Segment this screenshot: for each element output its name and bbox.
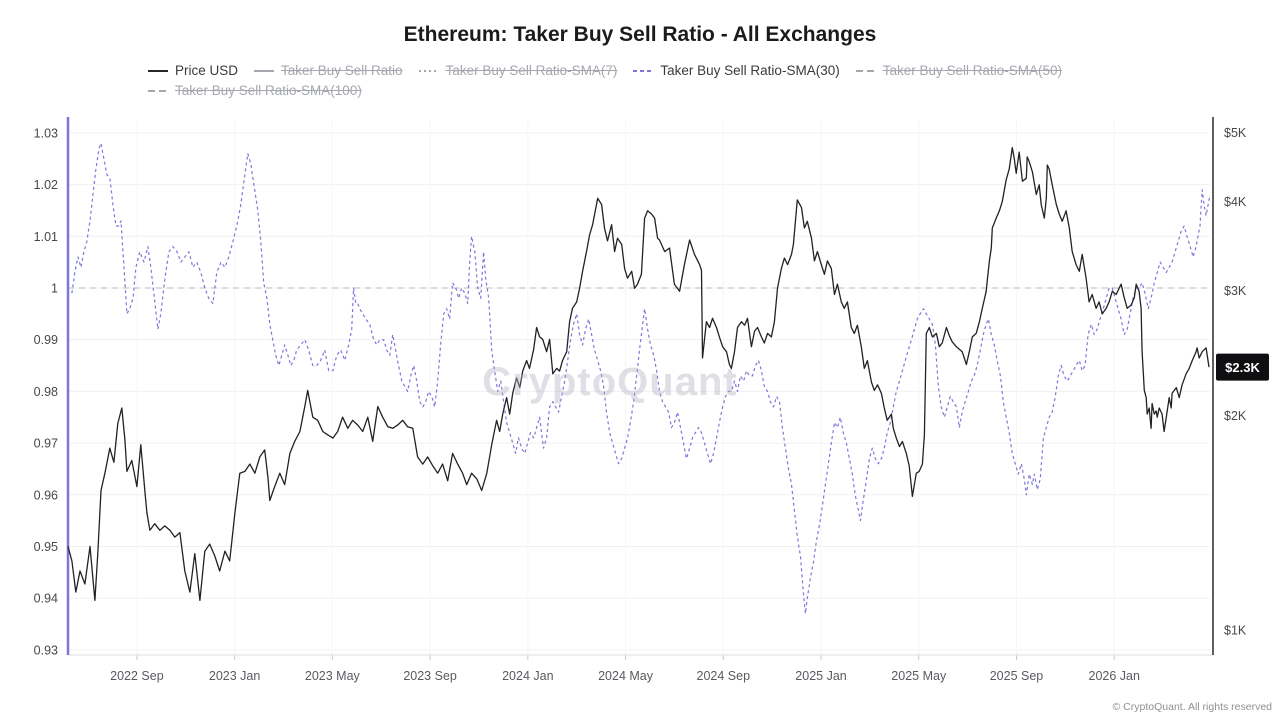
legend-marker-line-icon bbox=[148, 69, 168, 72]
legend-item[interactable]: Price USD bbox=[148, 63, 238, 78]
left-axis-tick-label: 0.96 bbox=[34, 488, 58, 502]
legend-item[interactable]: Taker Buy Sell Ratio-SMA(100) bbox=[148, 83, 362, 98]
legend-item-label: Taker Buy Sell Ratio-SMA(50) bbox=[882, 63, 1063, 78]
x-axis-tick-label: 2024 May bbox=[598, 669, 654, 683]
x-axis-tick-label: 2023 Sep bbox=[403, 669, 457, 683]
legend-item-label: Taker Buy Sell Ratio bbox=[281, 63, 403, 78]
right-axis-tick-label: $3K bbox=[1224, 284, 1247, 298]
right-axis-tick-label: $1K bbox=[1224, 623, 1247, 637]
legend-item[interactable]: Taker Buy Sell Ratio bbox=[254, 63, 403, 78]
left-axis-tick-label: 0.97 bbox=[34, 437, 58, 451]
copyright-notice: © CryptoQuant. All rights reserved bbox=[1112, 701, 1272, 713]
x-axis-tick-label: 2024 Jan bbox=[502, 669, 553, 683]
legend-marker-line-icon bbox=[633, 69, 654, 72]
legend-marker-line-icon bbox=[148, 89, 168, 92]
legend-marker-line-icon bbox=[254, 69, 275, 72]
legend-row: Taker Buy Sell Ratio-SMA(100) bbox=[148, 83, 1062, 98]
legend-marker-line-icon bbox=[418, 69, 439, 72]
legend-marker-line-icon bbox=[855, 69, 876, 72]
legend-row: Price USD Taker Buy Sell Ratio Taker Buy S… bbox=[148, 63, 1062, 78]
x-axis-tick-label: 2025 Sep bbox=[990, 669, 1044, 683]
current-price-badge-label: $2.3K bbox=[1225, 360, 1260, 375]
left-axis-tick-label: 1 bbox=[51, 281, 58, 295]
price-usd-line bbox=[67, 146, 1210, 602]
left-axis-tick-label: 0.94 bbox=[34, 592, 58, 606]
x-axis-tick-label: 2022 Sep bbox=[110, 669, 164, 683]
legend-item-label: Taker Buy Sell Ratio-SMA(100) bbox=[175, 83, 362, 98]
left-axis-tick-label: 0.98 bbox=[34, 385, 58, 399]
x-axis-tick-label: 2025 May bbox=[891, 669, 947, 683]
left-axis-tick-label: 1.03 bbox=[34, 126, 58, 140]
right-axis-tick-label: $2K bbox=[1224, 409, 1247, 423]
left-axis-tick-label: 1.02 bbox=[34, 178, 58, 192]
taker-ratio-sma30-line bbox=[71, 142, 1211, 615]
current-price-badge bbox=[1216, 353, 1269, 381]
x-axis-tick-label: 2026 Jan bbox=[1089, 669, 1140, 683]
legend: Price USD Taker Buy Sell Ratio Taker Buy S… bbox=[148, 63, 1062, 103]
x-axis-tick-label: 2024 Sep bbox=[697, 669, 751, 683]
left-axis-tick-label: 0.99 bbox=[34, 333, 58, 347]
legend-item[interactable]: Taker Buy Sell Ratio-SMA(7) bbox=[418, 63, 618, 78]
legend-item[interactable]: Taker Buy Sell Ratio-SMA(50) bbox=[855, 63, 1063, 78]
left-axis-tick-label: 1.01 bbox=[34, 230, 58, 244]
chart-title: Ethereum: Taker Buy Sell Ratio - All Exc… bbox=[403, 23, 877, 46]
left-axis-tick-label: 0.93 bbox=[34, 643, 58, 657]
left-axis-tick-label: 0.95 bbox=[34, 540, 58, 554]
legend-item-label: Price USD bbox=[175, 63, 239, 78]
x-axis-tick-label: 2023 May bbox=[305, 669, 361, 683]
legend-item[interactable]: Taker Buy Sell Ratio-SMA(30) bbox=[633, 63, 840, 78]
right-axis-tick-label: $4K bbox=[1224, 195, 1247, 209]
legend-item-label: Taker Buy Sell Ratio-SMA(7) bbox=[445, 63, 618, 78]
x-axis-tick-label: 2023 Jan bbox=[209, 669, 260, 683]
x-axis-tick-label: 2025 Jan bbox=[795, 669, 846, 683]
legend-item-label: Taker Buy Sell Ratio-SMA(30) bbox=[660, 63, 840, 78]
right-axis-tick-label: $5K bbox=[1224, 126, 1247, 140]
